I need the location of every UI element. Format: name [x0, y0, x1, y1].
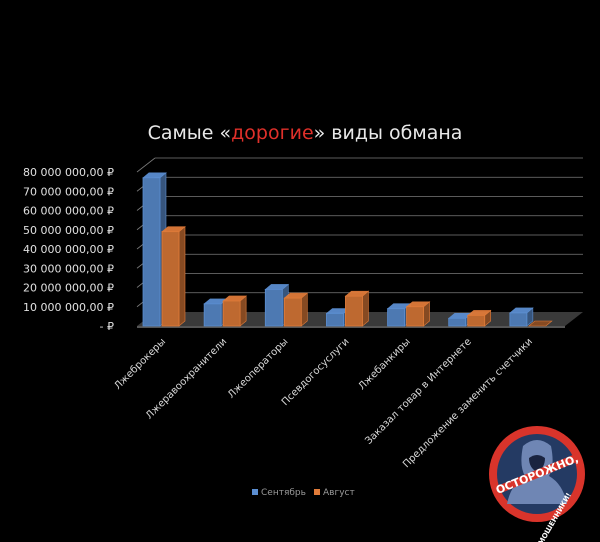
chart-title: Самые «дорогие» виды обмана: [148, 122, 463, 144]
bar: [142, 172, 167, 327]
y-tick-label: 60 000 000,00 ₽: [23, 205, 114, 218]
bar-front: [345, 295, 363, 327]
y-tick-label: 10 000 000,00 ₽: [23, 301, 114, 314]
bar: [509, 307, 534, 327]
bar: [466, 309, 492, 327]
y-tick-label: 30 000 000,00 ₽: [23, 262, 114, 275]
bar: [161, 226, 186, 327]
bar: [528, 320, 553, 327]
bar-front: [509, 312, 528, 327]
bar-front: [283, 297, 302, 327]
title-highlight: дорогие: [231, 122, 313, 144]
y-tick-label: - ₽: [100, 320, 114, 333]
x-tick-label: Псевдогосуслуги: [280, 336, 352, 408]
legend-swatch: [314, 489, 320, 495]
bar: [283, 292, 309, 327]
hood-face-icon: [529, 455, 545, 472]
y-tick-label: 80 000 000,00 ₽: [23, 166, 114, 179]
bar: [386, 303, 412, 327]
x-tick-label: Лжеоператоры: [226, 336, 290, 400]
bar-side: [362, 290, 369, 327]
bar-front: [264, 289, 283, 327]
bar-base: [528, 320, 553, 327]
x-tick-label: Лжеброкеры: [112, 336, 168, 392]
bar-side: [300, 292, 308, 327]
x-tick-label: Заказал товар в Интернете: [363, 336, 474, 447]
bar-front: [222, 300, 241, 327]
y-tick-label: 20 000 000,00 ₽: [23, 282, 114, 295]
bar-front: [448, 317, 467, 327]
floor-edge: [137, 326, 565, 328]
bar-front: [142, 177, 161, 327]
warning-logo: ОСТОРОЖНО, МОШЕННИКИ!: [489, 426, 585, 542]
bar-front: [203, 303, 222, 327]
bar: [344, 290, 370, 327]
bar: [405, 301, 431, 327]
legend-swatch: [252, 489, 258, 495]
legend: Сентябрь Август: [252, 488, 355, 498]
y-tick-label: 50 000 000,00 ₽: [23, 224, 114, 237]
bar-front: [406, 306, 424, 327]
x-tick-label: Лжебанкиры: [357, 336, 413, 392]
bar: [222, 295, 247, 327]
legend-label: Август: [323, 488, 355, 498]
legend-label: Сентябрь: [261, 488, 306, 498]
x-axis-ticks: ЛжеброкерыЛжеравоохранителиЛжеоператорыП…: [112, 336, 535, 470]
logo-strike: [491, 452, 583, 496]
bar-front: [326, 313, 344, 327]
title-part-before: Самые «: [148, 122, 232, 144]
y-axis-ticks: - ₽ 10 000 000,00 ₽ 20 000 000,00 ₽ 30 000 …: [23, 166, 114, 333]
grid-lines: [136, 157, 583, 308]
title-part-after: » виды обмана: [314, 122, 463, 144]
bar-front: [467, 315, 486, 327]
y-tick-label: 70 000 000,00 ₽: [23, 185, 114, 198]
bars: [142, 172, 553, 327]
bar-side: [178, 226, 186, 327]
bar-front: [161, 231, 180, 327]
bar-front: [387, 308, 405, 327]
grid-line-diagonal: [136, 157, 156, 173]
y-tick-label: 40 000 000,00 ₽: [23, 243, 114, 256]
